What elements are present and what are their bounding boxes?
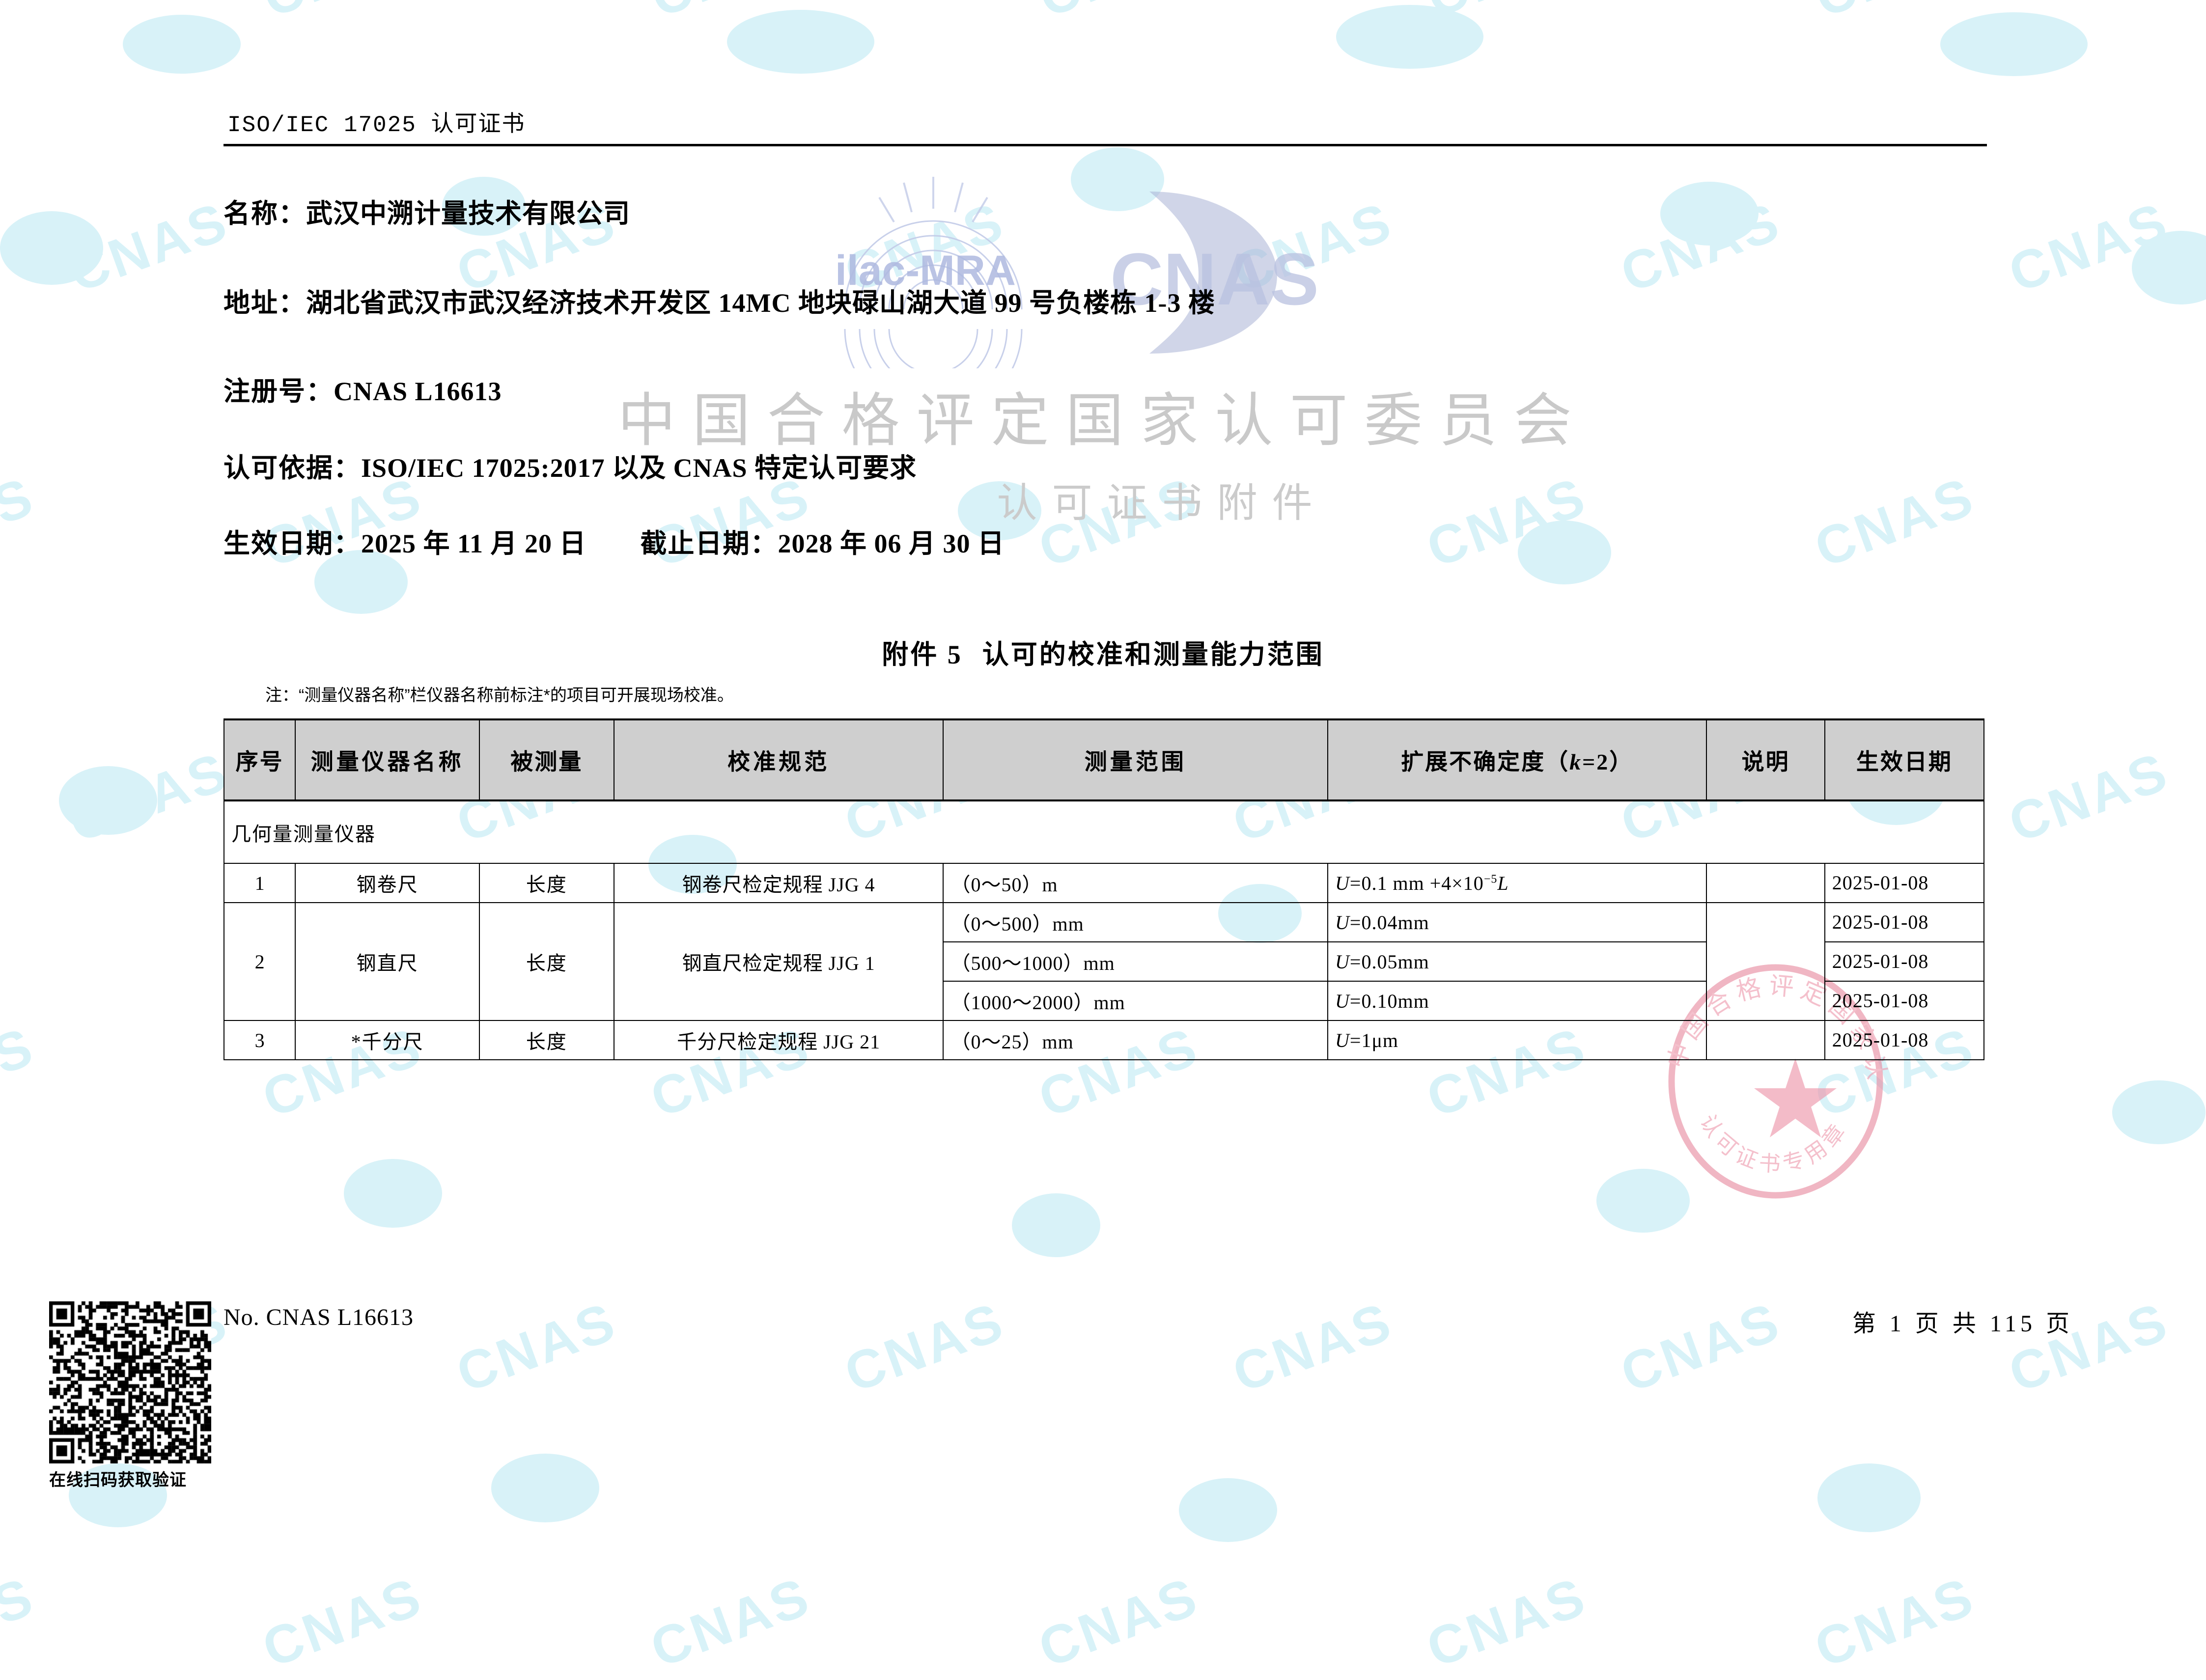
cell-effective-date: 2025-01-08 [1824, 863, 1985, 903]
cell-uncertainty: U=1μm [1327, 1020, 1707, 1060]
accreditation-basis-label: 认可依据： [223, 453, 361, 483]
accreditation-basis-value: ISO/IEC 17025:2017 以及 CNAS 特定认可要求 [361, 453, 917, 483]
watermark-cnas-text: CNAS [2195, 1566, 2206, 1679]
cell-instrument: *千分尺 [295, 1020, 480, 1060]
table-row: （1000～2000）mm U=0.10mm 2025-01-08 [224, 981, 1985, 1021]
col-header-instrument: 测量仪器名称 [295, 718, 480, 801]
expiry-date-value: 2028 年 06 月 30 日 [778, 529, 1005, 558]
col-header-spec: 校准规范 [613, 718, 944, 801]
table-row: 3 *千分尺 长度 千分尺检定规程 JJG 21 （0～25）mm U=1μm … [223, 1020, 1985, 1060]
cell-index: 2 [223, 902, 296, 1021]
cell-note [1706, 863, 1825, 903]
qr-code-image[interactable] [49, 1301, 211, 1463]
validity-dates-line: 生效日期：2025 年 11 月 20 日 截止日期：2028 年 06 月 30… [223, 522, 1005, 560]
org-address-value: 湖北省武汉市武汉经济技术开发区 14MC 地块碌山湖大道 99 号负楼栋 1-3… [306, 288, 1215, 318]
expiry-date-label: 截止日期： [640, 529, 778, 558]
table-header-row: 序号 测量仪器名称 被测量 校准规范 测量范围 扩展不确定度（k=2） 说明 生… [223, 718, 1985, 801]
effective-date-value: 2025 年 11 月 20 日 [361, 529, 586, 558]
table-group-row: 几何量测量仪器 [223, 800, 1984, 864]
cell-range: （1000～2000）mm [943, 981, 1329, 1021]
verification-qr-block[interactable]: 在线扫码获取验证 [49, 1301, 216, 1490]
col-header-note: 说明 [1706, 718, 1825, 801]
cell-measurand: 长度 [478, 902, 614, 1021]
appendix-number: 附件 5 [882, 640, 963, 669]
qr-caption: 在线扫码获取验证 [49, 1471, 187, 1489]
watermark-cnas-text: CNAS [0, 1566, 43, 1679]
watermark-cnas-text: CNAS [1419, 1566, 1595, 1679]
table-footnote: 注：“测量仪器名称”栏仪器名称前标注*的项目可开展现场校准。 [265, 686, 734, 705]
appendix-title: 附件 5 认可的校准和测量能力范围 [0, 633, 2206, 671]
table-row: （500～1000）mm U=0.05mm 2025-01-08 [224, 941, 1985, 982]
header-divider [223, 144, 1987, 146]
cell-range: （0～25）mm [943, 1020, 1329, 1060]
standard-label: ISO/IEC 17025 认可证书 [227, 112, 526, 138]
cell-effective-date: 2025-01-08 [1824, 902, 1985, 942]
accreditation-basis-line: 认可依据：ISO/IEC 17025:2017 以及 CNAS 特定认可要求 [223, 446, 917, 485]
cell-spec: 千分尺检定规程 JJG 21 [613, 1020, 944, 1060]
certificate-page: ISO/IEC 17025 认可证书 名称：武汉中溯计量技术有限公司 地址：湖北… [0, 106, 2206, 1490]
cell-range: （0～50）m [943, 863, 1329, 903]
cell-index: 1 [223, 863, 296, 903]
watermark-cnas-text: CNAS [643, 1566, 819, 1679]
registration-line: 注册号：CNAS L16613 [223, 369, 502, 408]
cell-uncertainty: U=0.1 mm +4×10−5L [1327, 863, 1707, 903]
col-header-measurand: 被测量 [478, 718, 614, 801]
col-header-uncertainty: 扩展不确定度（k=2） [1327, 718, 1707, 801]
cell-uncertainty: U=0.05mm [1327, 941, 1707, 982]
watermark-cnas-text: CNAS [255, 1566, 431, 1679]
cell-effective-date: 2025-01-08 [1824, 1020, 1985, 1060]
org-address-label: 地址： [223, 288, 306, 318]
page-indicator: 第 1 页 共 115 页 [1852, 1311, 2073, 1337]
registration-value: CNAS L16613 [334, 377, 502, 406]
cell-spec: 钢卷尺检定规程 JJG 4 [613, 863, 944, 903]
cell-instrument: 钢卷尺 [295, 863, 480, 903]
table-row: 1 钢卷尺 长度 钢卷尺检定规程 JJG 4 （0～50）m U=0.1 mm … [223, 863, 1985, 903]
cell-measurand: 长度 [478, 863, 614, 903]
cell-effective-date: 2025-01-08 [1824, 981, 1985, 1021]
col-header-range: 测量范围 [943, 718, 1329, 801]
appendix-heading: 认可的校准和测量能力范围 [982, 640, 1324, 669]
col-header-index: 序号 [223, 718, 296, 801]
watermark-cnas-text: CNAS [1031, 1566, 1207, 1679]
calibration-capability-table: 序号 测量仪器名称 被测量 校准规范 测量范围 扩展不确定度（k=2） 说明 生… [223, 718, 1985, 1060]
org-name-line: 名称：武汉中溯计量技术有限公司 [223, 192, 630, 230]
watermark-cnas-text: CNAS [1807, 1566, 1983, 1679]
cell-measurand: 长度 [478, 1020, 614, 1060]
cell-note [1706, 902, 1825, 1021]
table-group-label: 几何量测量仪器 [223, 800, 1984, 864]
document-header: ISO/IEC 17025 认可证书 [223, 106, 1987, 146]
registration-label: 注册号： [223, 377, 334, 406]
cell-instrument: 钢直尺 [295, 902, 480, 1021]
org-address-line: 地址：湖北省武汉市武汉经济技术开发区 14MC 地块碌山湖大道 99 号负楼栋 … [223, 281, 1215, 320]
effective-date-label: 生效日期： [223, 529, 361, 558]
table-row: 2 钢直尺 长度 钢直尺检定规程 JJG 1 （0～500）mm U=0.04m… [223, 902, 1985, 1021]
org-name-value: 武汉中溯计量技术有限公司 [306, 199, 630, 228]
cell-spec: 钢直尺检定规程 JJG 1 [613, 902, 944, 1021]
certificate-number: No. CNAS L16613 [223, 1304, 414, 1330]
org-name-label: 名称： [223, 199, 306, 228]
col-header-effective-date: 生效日期 [1824, 718, 1985, 801]
cell-effective-date: 2025-01-08 [1824, 941, 1985, 982]
cell-uncertainty: U=0.10mm [1327, 981, 1707, 1021]
cell-note [1706, 1020, 1825, 1060]
cell-range: （0～500）mm [943, 902, 1329, 942]
cell-index: 3 [223, 1020, 296, 1060]
cell-uncertainty: U=0.04mm [1327, 902, 1707, 942]
cell-range: （500～1000）mm [943, 941, 1329, 982]
